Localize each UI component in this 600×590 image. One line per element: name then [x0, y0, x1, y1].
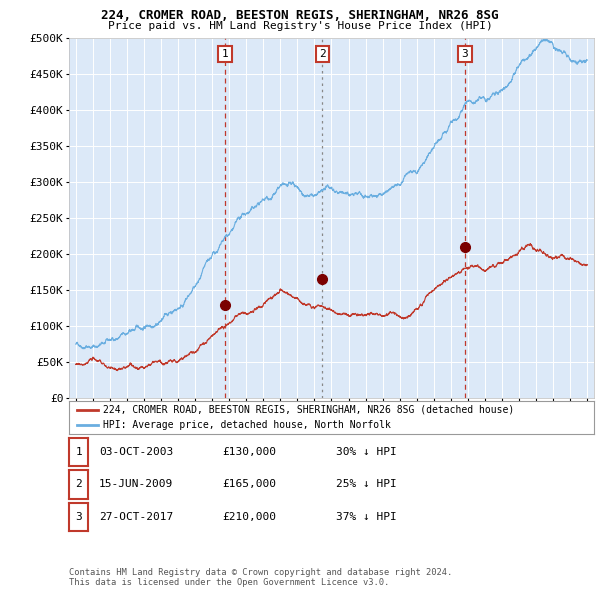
- Text: 224, CROMER ROAD, BEESTON REGIS, SHERINGHAM, NR26 8SG (detached house): 224, CROMER ROAD, BEESTON REGIS, SHERING…: [103, 405, 514, 415]
- Text: £130,000: £130,000: [222, 447, 276, 457]
- Text: 3: 3: [75, 512, 82, 522]
- Text: 15-JUN-2009: 15-JUN-2009: [99, 480, 173, 489]
- Text: 3: 3: [461, 49, 468, 59]
- Text: Contains HM Land Registry data © Crown copyright and database right 2024.
This d: Contains HM Land Registry data © Crown c…: [69, 568, 452, 587]
- Text: 25% ↓ HPI: 25% ↓ HPI: [336, 480, 397, 489]
- Text: 2: 2: [319, 49, 326, 59]
- Text: 27-OCT-2017: 27-OCT-2017: [99, 512, 173, 522]
- Text: £210,000: £210,000: [222, 512, 276, 522]
- Text: 2: 2: [75, 480, 82, 489]
- Text: 03-OCT-2003: 03-OCT-2003: [99, 447, 173, 457]
- Text: 37% ↓ HPI: 37% ↓ HPI: [336, 512, 397, 522]
- Text: HPI: Average price, detached house, North Norfolk: HPI: Average price, detached house, Nort…: [103, 420, 391, 430]
- Text: 1: 1: [75, 447, 82, 457]
- Text: 224, CROMER ROAD, BEESTON REGIS, SHERINGHAM, NR26 8SG: 224, CROMER ROAD, BEESTON REGIS, SHERING…: [101, 9, 499, 22]
- Text: Price paid vs. HM Land Registry's House Price Index (HPI): Price paid vs. HM Land Registry's House …: [107, 21, 493, 31]
- Text: 30% ↓ HPI: 30% ↓ HPI: [336, 447, 397, 457]
- Text: £165,000: £165,000: [222, 480, 276, 489]
- Text: 1: 1: [221, 49, 229, 59]
